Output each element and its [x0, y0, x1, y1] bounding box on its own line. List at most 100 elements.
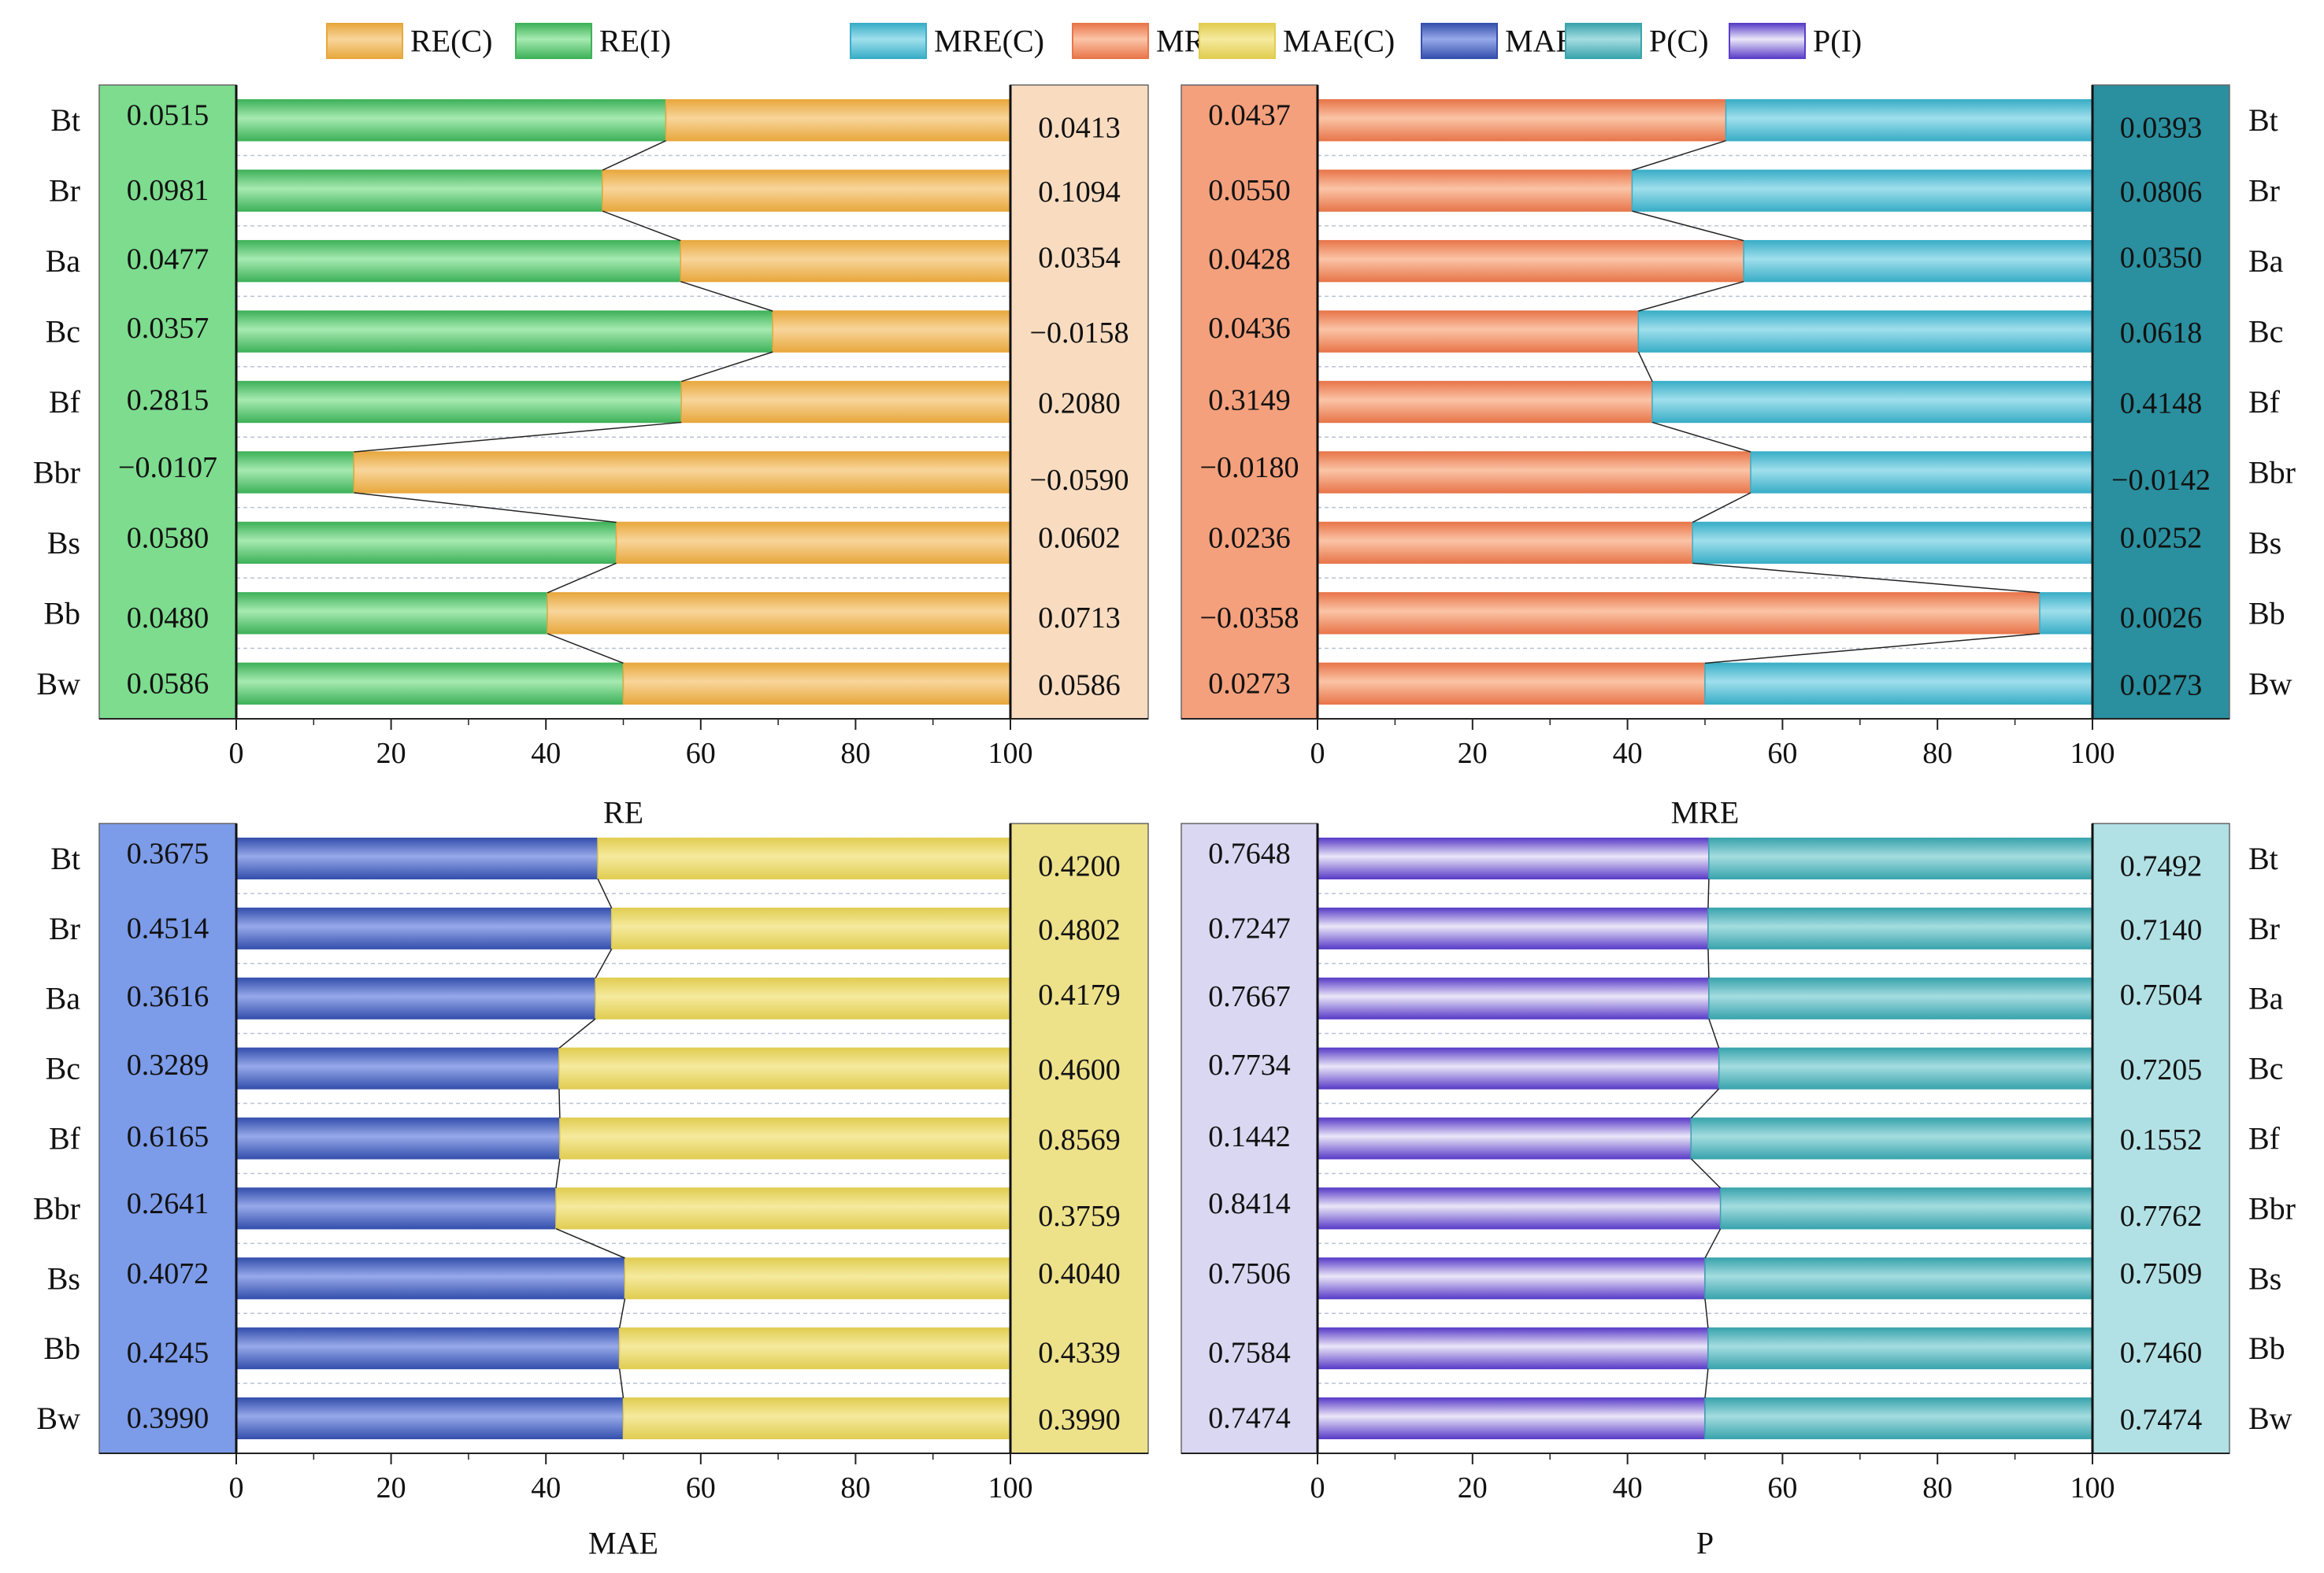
legend-swatch [1729, 23, 1806, 59]
category-label: Bbr [33, 1190, 80, 1226]
category-label: Bb [2248, 595, 2285, 631]
bar-rei-bs [235, 521, 617, 564]
connector-line [680, 351, 773, 383]
value-label-i: 0.1442 [1208, 1120, 1291, 1153]
connector-line [602, 139, 666, 171]
x-tick-label: 20 [376, 1471, 406, 1505]
x-tick-label: 80 [1922, 1471, 1952, 1505]
x-tick-label: 20 [1458, 737, 1488, 770]
value-box-right [2092, 84, 2230, 720]
category-label: Bt [50, 841, 80, 876]
x-axis-label: MAE [588, 1526, 658, 1561]
bar-pc-br [1707, 907, 2093, 949]
bar-maei-bw [235, 1397, 625, 1440]
category-label: Bb [2248, 1331, 2285, 1366]
value-label-c: 0.3990 [1038, 1404, 1121, 1437]
bar-pi-bt [1317, 837, 1710, 879]
bar-pi-bf [1317, 1117, 1692, 1160]
bar-pc-bf [1690, 1117, 2093, 1160]
legend-label: RE(I) [599, 24, 671, 59]
connector-line [1637, 351, 1653, 382]
value-label-i: 0.8414 [1208, 1187, 1291, 1220]
bar-rec-bf [680, 380, 1011, 424]
connector-line [547, 562, 617, 594]
category-label: Bt [2248, 841, 2278, 876]
x-axis-label: MRE [1671, 795, 1740, 831]
bar-pc-ba [1708, 977, 2093, 1020]
connector-line [1704, 633, 2040, 664]
category-label: Bc [46, 1051, 80, 1086]
bar-mrei-bw [1317, 662, 1706, 705]
category-label: Bc [46, 314, 80, 350]
connector-line [1632, 139, 1726, 171]
bar-pc-bs [1704, 1257, 2093, 1300]
category-label: Bt [50, 102, 80, 138]
value-label-c: 0.0273 [2120, 668, 2203, 701]
value-label-c: 0.4200 [1038, 849, 1121, 883]
panel-mre: 0.0437 0.0393 0.0550 0.0806 0.0428 0.0350 0.04… [1181, 84, 2296, 831]
x-tick-label: 80 [840, 737, 870, 770]
bar-pc-bbr [1719, 1187, 2093, 1230]
x-tick-label: 20 [1458, 1471, 1488, 1505]
legend-label: P(C) [1649, 24, 1709, 59]
value-label-c: 0.0806 [2120, 176, 2203, 209]
x-tick-label: 80 [840, 1471, 870, 1505]
bar-mrec-ba [1743, 239, 2093, 283]
value-label-c: 0.7205 [2120, 1053, 2203, 1086]
bar-rei-bf [235, 380, 682, 424]
value-label-c: 0.7504 [2120, 979, 2203, 1012]
legend-swatch [326, 23, 403, 59]
x-tick-label: 20 [376, 737, 406, 770]
category-label: Br [2248, 173, 2280, 209]
bar-rec-ba [680, 239, 1011, 283]
x-tick-label: 60 [686, 737, 716, 770]
x-tick-label: 100 [988, 1471, 1033, 1505]
bar-maec-bt [597, 837, 1011, 879]
value-label-i: 0.7247 [1208, 912, 1291, 945]
x-tick-label: 100 [2070, 1471, 2115, 1505]
connector-line [1692, 562, 2040, 594]
bar-mrec-bbr [1750, 451, 2093, 494]
connector-line [547, 633, 624, 664]
category-label: Ba [46, 981, 81, 1016]
bar-rei-ba [235, 239, 681, 283]
value-label-i: 0.7734 [1208, 1049, 1291, 1082]
x-tick-label: 60 [1767, 737, 1797, 770]
value-label-c: 0.7509 [2120, 1257, 2203, 1290]
x-tick-label: 0 [229, 737, 244, 770]
value-label-i: 0.3675 [127, 837, 209, 870]
value-label-c: 0.0350 [2120, 242, 2203, 275]
bar-maec-bbr [555, 1187, 1011, 1230]
bar-pc-bt [1708, 837, 2093, 879]
value-label-c: 0.0252 [2120, 521, 2203, 554]
value-label-c: 0.4802 [1038, 913, 1121, 946]
legend-item: P(I) [1729, 23, 1862, 59]
value-label-i: 0.3289 [127, 1049, 209, 1082]
category-label: Bt [2248, 102, 2278, 138]
value-label-c: 0.0026 [2120, 601, 2203, 635]
category-label: Ba [2248, 243, 2284, 279]
x-tick-label: 80 [1922, 737, 1952, 770]
value-label-i: 0.0236 [1208, 521, 1291, 554]
bar-rei-br [235, 169, 603, 212]
panel-mae: 0.3675 0.4200 0.4514 0.4802 0.3616 0.4179 0.32… [33, 823, 1149, 1561]
legend-swatch [515, 23, 592, 59]
category-label: Bw [36, 1401, 80, 1436]
connector-line [602, 210, 681, 242]
connector-line [1707, 879, 1710, 909]
panel-re: 0.0515 0.0413 0.0981 0.1094 0.0477 0.0354 0.03… [33, 84, 1149, 831]
category-label: Bb [43, 595, 80, 631]
bar-pi-bbr [1317, 1187, 1722, 1230]
x-tick-label: 100 [988, 737, 1033, 770]
x-tick-label: 100 [2070, 737, 2115, 770]
category-label: Bs [2248, 1260, 2281, 1296]
value-label-i: 0.6165 [127, 1120, 209, 1153]
value-box-right [1010, 84, 1149, 720]
bar-mrec-bw [1704, 662, 2093, 705]
bar-mrec-bf [1651, 380, 2093, 424]
value-label-i: 0.3149 [1208, 384, 1291, 417]
value-box-left [1181, 84, 1318, 720]
connector-line [354, 492, 617, 524]
category-label: Bs [2248, 525, 2281, 561]
